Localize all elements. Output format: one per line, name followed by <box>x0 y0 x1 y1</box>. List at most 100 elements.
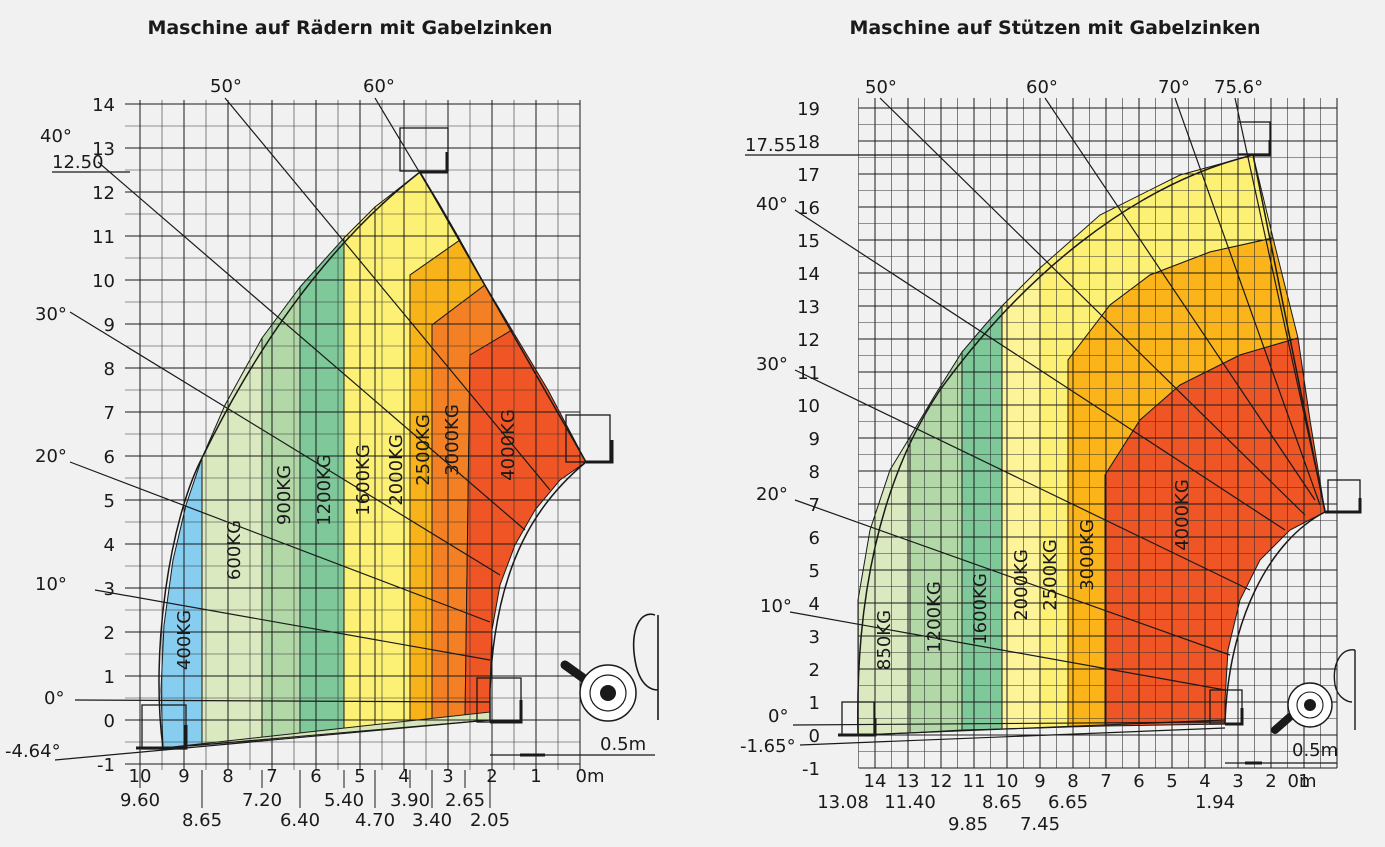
zone-label: 1600KG <box>353 444 374 516</box>
grid <box>125 100 581 770</box>
y-tick-label: 9 <box>104 315 115 336</box>
zone-label: 1200KG <box>314 454 335 526</box>
angle-label: 10° <box>35 574 67 595</box>
angle-label: -4.64° <box>5 741 61 762</box>
angle-label: 0° <box>44 688 64 709</box>
x-tick-label: 6 <box>310 766 321 787</box>
zone-label: 850KG <box>874 610 895 670</box>
fork-box-top <box>399 127 449 172</box>
y-tick-label: -1 <box>802 759 820 780</box>
line-20deg <box>69 461 491 623</box>
x-tick-label: 8 <box>1067 771 1078 792</box>
zone-label: 400KG <box>174 610 195 670</box>
scale-label: 0.5m <box>1292 740 1338 761</box>
x-tick-label: 2 <box>486 766 497 787</box>
x-tick-label: 14 <box>864 771 887 792</box>
zone-label: 4000KG <box>498 409 519 481</box>
x-tick-label: 5 <box>354 766 365 787</box>
x-tick-label: 6 <box>1133 771 1144 792</box>
angle-label: 50° <box>865 77 897 98</box>
y-tick-label: 13 <box>92 139 115 160</box>
x-sub-label: 4.70 <box>355 810 395 831</box>
y-tick-label: 6 <box>104 447 115 468</box>
x-sub-label: 2.65 <box>445 790 485 811</box>
y-tick-label: 12 <box>92 183 115 204</box>
x-sub-label: 5.40 <box>324 790 364 811</box>
y-tick-label: 6 <box>809 528 820 549</box>
y-tick-label: 0 <box>104 711 115 732</box>
x-tick-label: 1 <box>530 766 541 787</box>
y-tick-label: 12 <box>797 330 820 351</box>
zone-label: 2000KG <box>1011 549 1032 621</box>
y-tick-label: 14 <box>797 264 820 285</box>
angle-label: 10° <box>760 596 792 617</box>
x-sub-label: 13.08 <box>817 792 869 813</box>
x-sub-label: 1.94 <box>1195 792 1235 813</box>
envelope-outline <box>857 154 1326 736</box>
x-tick-label: 0m <box>1288 771 1317 792</box>
fork-top <box>420 152 449 174</box>
x-sub-label: 6.40 <box>280 810 320 831</box>
x-sub-label: 7.20 <box>242 790 282 811</box>
grid <box>858 98 1338 769</box>
boom-lines <box>745 97 1326 746</box>
line-0deg <box>74 699 491 703</box>
wheel-rim <box>1296 691 1324 719</box>
y-tick-label: 5 <box>104 491 115 512</box>
fork-bottom <box>490 700 523 724</box>
line-20deg <box>794 499 1231 656</box>
zone-label: 2500KG <box>413 414 434 486</box>
y-tick-label: 7 <box>104 403 115 424</box>
fork-right <box>586 440 614 464</box>
fork-bottom <box>1225 708 1244 726</box>
x-tick-label: 10 <box>996 771 1019 792</box>
angle-label: 70° <box>1158 77 1190 98</box>
zone-850kg <box>857 435 911 736</box>
y-tick-label: 4 <box>104 535 115 556</box>
envelope-outline <box>158 170 587 749</box>
zone-label: 1200KG <box>924 581 945 653</box>
zone-1200kg <box>909 350 963 734</box>
y-tick-label: 2 <box>809 660 820 681</box>
y-tick-label: 2 <box>104 623 115 644</box>
x-sub-label: 8.65 <box>982 792 1022 813</box>
zone-label: 2000KG <box>386 434 407 506</box>
x-tick-label: 4 <box>398 766 409 787</box>
fork-box-top <box>1237 121 1271 155</box>
line-75deg <box>1234 97 1326 511</box>
angle-label: -1.65° <box>740 736 796 757</box>
cab-outline <box>632 613 659 720</box>
fork-top <box>1253 140 1272 157</box>
line-50deg <box>879 97 1306 516</box>
y-tick-label: 5 <box>809 561 820 582</box>
line-50deg <box>224 97 551 491</box>
y-tick-label: -1 <box>97 755 115 776</box>
zone-1600kg <box>961 304 1003 731</box>
y-tick-label: 0 <box>809 726 820 747</box>
y-tick-label: 8 <box>809 462 820 483</box>
y-tick-label: 9 <box>809 429 820 450</box>
x-tick-label: 4 <box>1199 771 1210 792</box>
x-tick-label: 9 <box>1034 771 1045 792</box>
y-tick-label: 1 <box>809 693 820 714</box>
x-tick-label: 12 <box>930 771 953 792</box>
line-30deg <box>794 369 1251 591</box>
wheel-hub <box>600 685 616 701</box>
y-tick-label: 15 <box>797 231 820 252</box>
angle-label: 60° <box>363 76 395 97</box>
y-tick-label: 10 <box>92 271 115 292</box>
x-tick-label: 2 <box>1265 771 1276 792</box>
angle-label: 20° <box>35 446 67 467</box>
x-tick-label: 9 <box>178 766 189 787</box>
y-tick-label: 10 <box>797 396 820 417</box>
chart-title-outriggers: Maschine auf Stützen mit Gabelzinken <box>849 17 1261 39</box>
x-sub-label: 6.65 <box>1048 792 1088 813</box>
line-10deg <box>789 611 1226 691</box>
y-tick-label: 3 <box>104 579 115 600</box>
y-tick-label: 14 <box>92 95 115 116</box>
y-tick-label: 3 <box>809 627 820 648</box>
zone-4000kg <box>464 329 587 721</box>
y-tick-label: 13 <box>797 297 820 318</box>
